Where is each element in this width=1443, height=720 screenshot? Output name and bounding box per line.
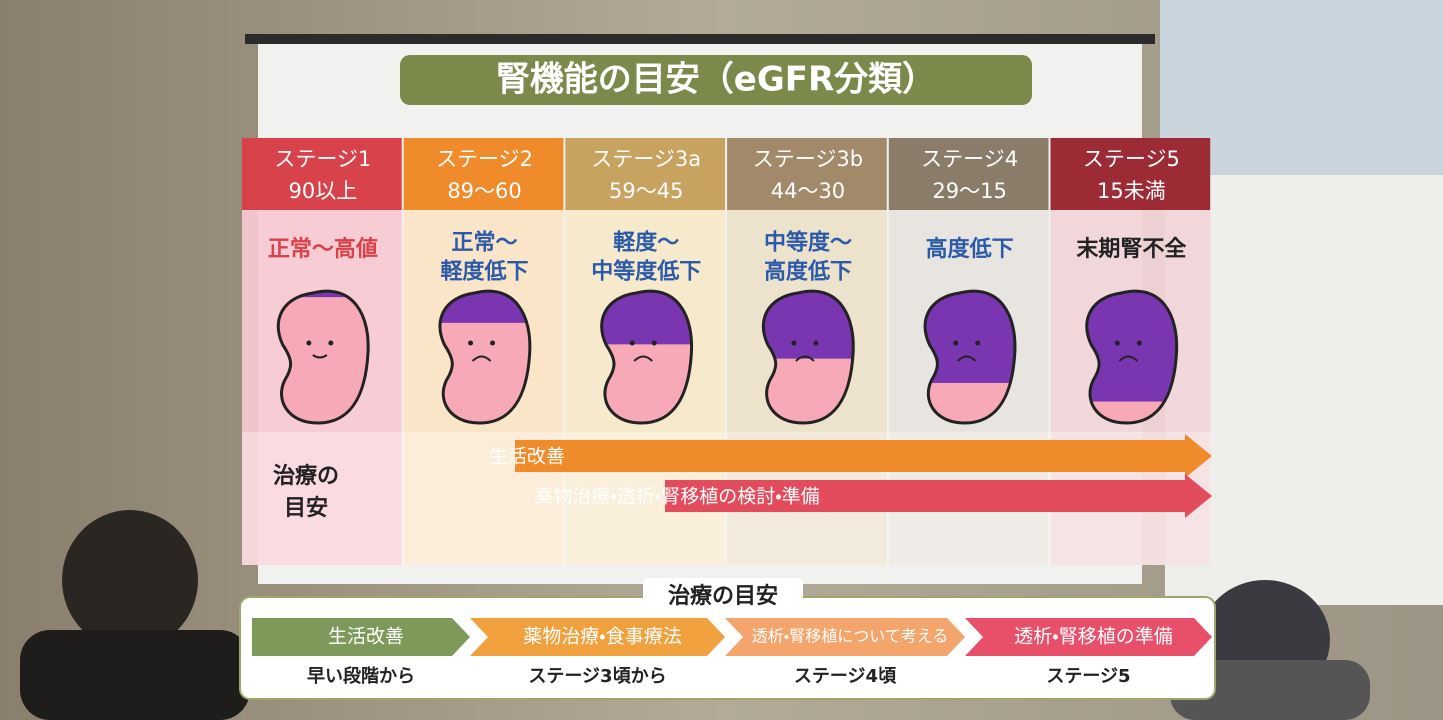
- stage-range: 29〜15: [932, 179, 1006, 203]
- stage-label: 高度低下: [764, 259, 852, 285]
- kidney-outline: [600, 289, 694, 425]
- eye: [490, 340, 496, 346]
- guide-step-label: 透析・腎移植の準備: [1014, 626, 1172, 648]
- stage-label: 中等度低下: [591, 259, 701, 285]
- guide-step-label: 透析・腎移植について考える: [752, 627, 948, 646]
- eye: [651, 340, 657, 346]
- eye: [975, 340, 981, 346]
- guide-step: [965, 618, 1212, 656]
- arrow: [665, 474, 1212, 518]
- eye: [791, 340, 797, 346]
- guide-step: [725, 618, 965, 656]
- kidney-outline: [276, 289, 370, 425]
- kidney-outline: [761, 289, 855, 425]
- stage-label: 軽度〜: [613, 230, 679, 256]
- mouth: [795, 355, 815, 362]
- kidney: [600, 289, 694, 425]
- kidney: [923, 289, 1017, 425]
- eye: [953, 340, 959, 346]
- mouth: [312, 354, 328, 359]
- guide-step: [252, 618, 470, 656]
- stage-label: 高度低下: [926, 236, 1014, 262]
- stage-label: 中等度〜: [764, 230, 852, 256]
- eye: [468, 340, 474, 346]
- kidney-damage: [925, 291, 1015, 383]
- kidney: [276, 289, 370, 425]
- stage-header: [403, 138, 564, 210]
- stage-label: 正常〜: [452, 230, 518, 256]
- stage-range: 59〜45: [609, 179, 683, 203]
- eye: [629, 340, 635, 346]
- stage-header: [1050, 138, 1211, 210]
- guide-step-timing: ステージ5: [1046, 666, 1130, 687]
- eye: [1136, 340, 1142, 346]
- stage-header: [727, 138, 887, 210]
- stage-name: ステージ3b: [753, 147, 863, 171]
- kidney-damage: [278, 291, 369, 298]
- mouth: [1118, 355, 1139, 362]
- guide-step-timing: ステージ3頃から: [528, 666, 666, 687]
- guide-step-label: 生活改善: [328, 626, 404, 648]
- treatment-label: 治療の: [273, 463, 339, 489]
- arrow: [515, 434, 1212, 478]
- guide-step-timing: ステージ4頃: [794, 666, 897, 687]
- kidney: [761, 289, 855, 425]
- eye: [1114, 340, 1120, 346]
- stage-range: 44〜30: [771, 179, 845, 203]
- stage-name: ステージ4: [921, 147, 1018, 171]
- guide-step-timing: 早い段階から: [307, 665, 415, 687]
- whiteboard: [1165, 175, 1443, 605]
- title-pill: [400, 55, 1032, 105]
- stage-label: 軽度低下: [441, 259, 529, 285]
- eye: [813, 340, 819, 346]
- arrow-label: 薬物治療・透析・腎移植の検討・準備: [534, 486, 819, 508]
- stage-name: ステージ2: [436, 147, 533, 171]
- stage-range: 90以上: [288, 179, 357, 203]
- stage-name: ステージ5: [1083, 147, 1180, 171]
- eye: [328, 340, 334, 346]
- kidney: [438, 289, 532, 425]
- stage-name: ステージ1: [274, 147, 371, 171]
- stage-name: ステージ3a: [591, 147, 701, 171]
- guide-tab: [643, 578, 803, 614]
- guide-step: [470, 618, 725, 656]
- stage-label: 正常〜高値: [268, 236, 378, 262]
- guide-title: 治療の目安: [668, 583, 778, 609]
- kidney-outline: [1085, 289, 1179, 425]
- treatment-label: 目安: [284, 495, 328, 521]
- stage-range: 15未満: [1097, 179, 1166, 203]
- stage-header: [888, 138, 1049, 210]
- arrow-label: 生活改善: [489, 446, 565, 468]
- mouth: [956, 355, 977, 362]
- kidney-outline: [438, 289, 532, 425]
- mouth: [633, 355, 653, 362]
- guide-step-label: 薬物治療・食事療法: [523, 626, 681, 648]
- mouth: [471, 355, 492, 362]
- kidney-outline: [923, 289, 1017, 425]
- screen-bar: [245, 34, 1155, 44]
- stage-header: [565, 138, 726, 210]
- stage-label: 末期腎不全: [1076, 236, 1186, 262]
- kidney: [1085, 289, 1179, 425]
- audience-head: [62, 510, 198, 650]
- audience-body: [20, 630, 250, 720]
- kidney-damage: [1086, 291, 1177, 402]
- stage-header: [242, 138, 402, 210]
- title: 腎機能の目安（eGFR分類）: [496, 60, 936, 100]
- eye: [306, 340, 312, 346]
- audience-body: [1170, 660, 1370, 720]
- stage-range: 89〜60: [447, 179, 521, 203]
